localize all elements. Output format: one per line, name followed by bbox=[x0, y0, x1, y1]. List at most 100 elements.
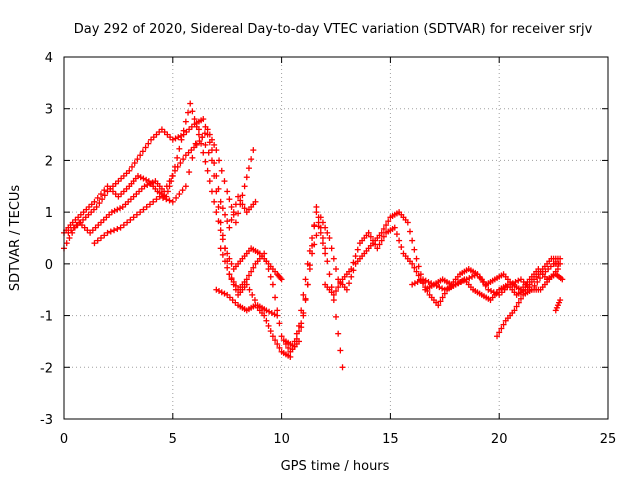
data-point bbox=[511, 307, 518, 314]
track-k bbox=[552, 297, 564, 314]
data-point bbox=[276, 320, 283, 327]
data-point bbox=[91, 240, 98, 247]
data-point bbox=[104, 229, 111, 236]
data-point bbox=[315, 223, 322, 230]
data-point bbox=[196, 138, 203, 145]
data-point bbox=[367, 233, 374, 240]
data-point bbox=[226, 271, 233, 278]
data-point bbox=[380, 225, 387, 232]
y-tick-label: -1 bbox=[40, 310, 53, 325]
data-point bbox=[250, 147, 257, 154]
data-point bbox=[477, 275, 484, 282]
data-point bbox=[482, 282, 489, 289]
data-point bbox=[411, 264, 418, 271]
data-point bbox=[211, 172, 218, 179]
data-point bbox=[163, 196, 170, 203]
data-point bbox=[221, 178, 228, 185]
data-point bbox=[177, 132, 184, 139]
data-point bbox=[200, 116, 207, 123]
data-point bbox=[420, 276, 427, 283]
data-point bbox=[463, 276, 470, 283]
data-point bbox=[232, 282, 239, 289]
data-point bbox=[217, 245, 224, 252]
data-point bbox=[265, 322, 272, 329]
data-point bbox=[409, 237, 416, 244]
data-point bbox=[409, 281, 416, 288]
data-point bbox=[245, 165, 252, 172]
data-point bbox=[274, 307, 281, 314]
data-point bbox=[376, 241, 383, 248]
data-point bbox=[163, 183, 170, 190]
data-point bbox=[217, 198, 224, 205]
data-point bbox=[490, 289, 497, 296]
data-point bbox=[140, 206, 147, 213]
data-point bbox=[137, 209, 144, 216]
data-point bbox=[261, 250, 268, 257]
data-point bbox=[243, 174, 250, 181]
data-point bbox=[333, 266, 339, 273]
data-point bbox=[304, 260, 311, 267]
data-point bbox=[493, 290, 500, 297]
data-point bbox=[507, 281, 514, 288]
data-point bbox=[271, 311, 278, 318]
data-point bbox=[124, 219, 131, 226]
data-point bbox=[348, 266, 355, 273]
data-point bbox=[324, 229, 331, 236]
data-point bbox=[177, 160, 184, 167]
data-point bbox=[211, 198, 218, 205]
data-point bbox=[267, 328, 274, 335]
data-point bbox=[337, 280, 344, 287]
data-point bbox=[208, 136, 215, 143]
data-point bbox=[230, 211, 237, 218]
data-point bbox=[228, 275, 235, 282]
data-point bbox=[114, 206, 121, 213]
data-point bbox=[346, 280, 353, 287]
data-point bbox=[169, 198, 176, 205]
data-point bbox=[411, 280, 418, 287]
data-point bbox=[293, 335, 300, 342]
data-point bbox=[175, 134, 182, 141]
data-series bbox=[61, 100, 566, 371]
data-point bbox=[252, 198, 259, 205]
data-point bbox=[107, 228, 114, 235]
data-point bbox=[274, 312, 281, 319]
data-point bbox=[422, 284, 429, 291]
data-point bbox=[131, 160, 138, 167]
data-point bbox=[94, 237, 101, 244]
data-point bbox=[335, 284, 342, 291]
data-point bbox=[447, 284, 454, 291]
data-point bbox=[215, 203, 222, 210]
data-point bbox=[385, 218, 392, 225]
data-point bbox=[337, 347, 344, 354]
data-point bbox=[179, 187, 186, 194]
data-point bbox=[309, 235, 316, 241]
y-tick-label: 1 bbox=[45, 206, 53, 221]
data-point bbox=[354, 246, 361, 253]
data-point bbox=[126, 167, 133, 174]
data-point bbox=[166, 178, 173, 185]
track-f bbox=[213, 209, 329, 360]
data-point bbox=[248, 268, 255, 275]
data-point bbox=[348, 273, 355, 280]
data-point bbox=[120, 222, 127, 229]
data-point bbox=[108, 209, 115, 216]
data-point bbox=[330, 297, 337, 304]
data-point bbox=[428, 280, 435, 287]
data-point bbox=[245, 272, 252, 279]
data-point bbox=[300, 291, 307, 298]
data-point bbox=[237, 201, 244, 208]
data-point bbox=[213, 147, 220, 154]
data-point bbox=[146, 180, 153, 187]
data-point bbox=[134, 156, 141, 163]
data-point bbox=[146, 201, 153, 208]
data-point bbox=[261, 312, 268, 319]
data-point bbox=[436, 284, 443, 291]
data-point bbox=[93, 203, 100, 210]
data-point bbox=[186, 169, 193, 176]
x-tick-label: 25 bbox=[600, 432, 617, 447]
data-point bbox=[469, 273, 475, 280]
data-point bbox=[192, 140, 199, 147]
data-point bbox=[309, 250, 316, 257]
data-point bbox=[174, 163, 181, 170]
data-point bbox=[378, 237, 385, 244]
